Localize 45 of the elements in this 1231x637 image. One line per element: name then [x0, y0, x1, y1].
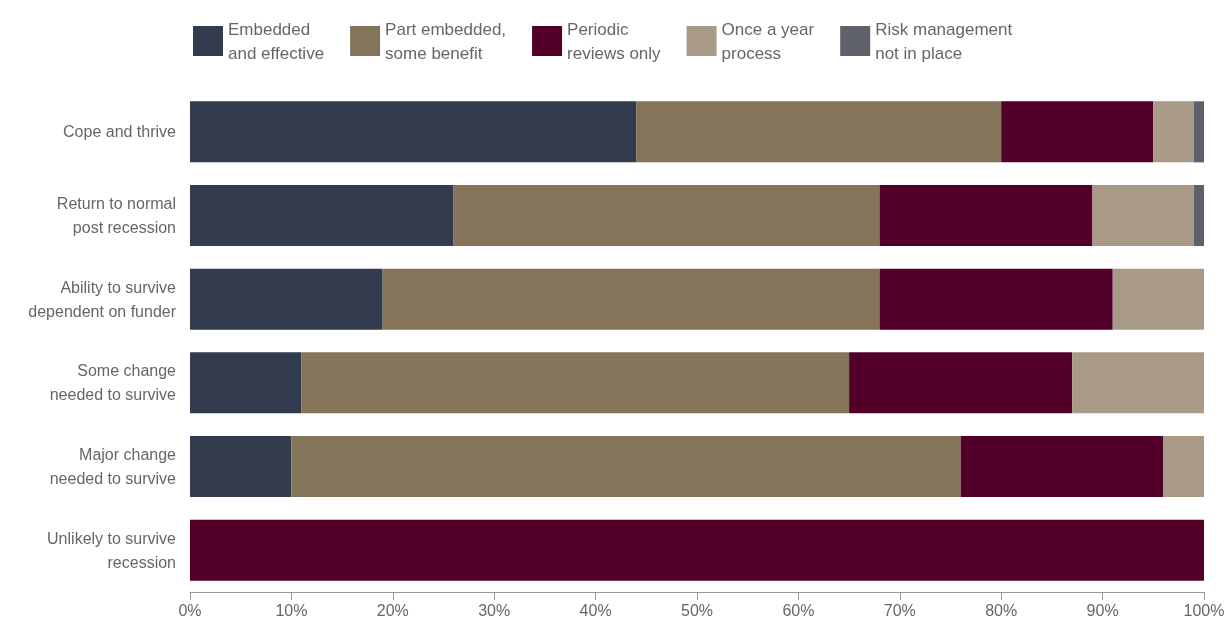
x-tick-label: 0% [178, 601, 202, 619]
x-tick-label: 50% [680, 601, 714, 619]
bar [190, 184, 454, 247]
y-tick-label: Unlikely to survive recession [47, 529, 177, 571]
x-tick-label: 100% [1183, 601, 1225, 619]
bar [190, 519, 1204, 581]
bar [190, 101, 637, 163]
bar [301, 352, 850, 414]
x-tick-label: 20% [376, 601, 409, 619]
bar [1193, 101, 1204, 163]
x-tick-label: 80% [985, 601, 1018, 619]
y-tick-label: Return to normal post recession [56, 195, 176, 236]
bar [879, 184, 1093, 247]
bar [1092, 184, 1194, 247]
legend-label: Risk management not in place [875, 19, 1013, 63]
y-tick-label: Some change needed to survive [49, 362, 177, 404]
bar [1193, 184, 1204, 247]
bar [190, 268, 383, 330]
x-tick-label: 70% [883, 601, 916, 619]
y-tick-label: Ability to survive dependent on funder [28, 278, 177, 320]
x-tick-label: 30% [478, 601, 511, 619]
y-tick-label: Cope and thrive [63, 123, 177, 141]
x-tick-label: 60% [782, 601, 815, 619]
x-tick-label: 40% [579, 601, 612, 619]
bar [453, 184, 880, 247]
bar [291, 435, 961, 498]
bar [1001, 101, 1154, 163]
bar [636, 101, 1002, 163]
legend-label: Periodic reviews only [567, 19, 662, 63]
bar [1153, 101, 1194, 163]
legend-label: Once a year process [721, 19, 815, 63]
bar [382, 268, 880, 330]
bar [190, 352, 302, 414]
legend-label: Embedded and effective [228, 19, 325, 63]
x-tick-label: 10% [275, 601, 308, 619]
x-tick-label: 90% [1086, 601, 1119, 619]
bar [960, 435, 1164, 498]
bar [1072, 352, 1204, 414]
y-tick-label: Major change needed to survive [49, 446, 177, 487]
legend-label: Part embedded, some benefit [385, 19, 507, 63]
bar [190, 435, 292, 498]
bar [879, 268, 1113, 330]
bar [849, 352, 1073, 414]
bar [1163, 435, 1204, 498]
bar [1112, 268, 1204, 330]
